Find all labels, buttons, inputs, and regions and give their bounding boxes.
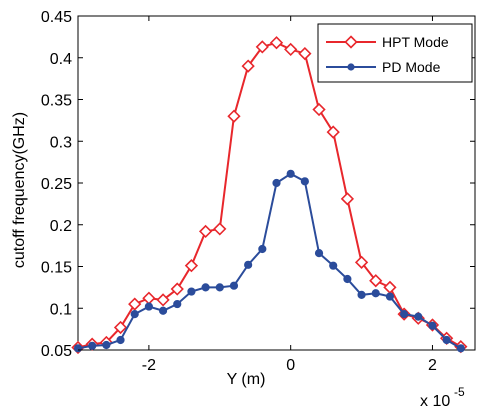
ticks-layer: 0.05 0.1 0.15 0.2 0.25 0.3 0.35 0.4 0.45 -2 0 2	[41, 9, 475, 374]
data-point	[187, 287, 196, 296]
data-point	[343, 274, 352, 284]
data-point	[229, 281, 239, 290]
y-tick-label: 0.45	[41, 9, 72, 26]
legend-item-hpt-mode: HPT Mode	[326, 34, 449, 50]
data-point	[144, 302, 153, 311]
legend: HPT Mode PD Mode	[317, 23, 473, 83]
data-point	[255, 40, 269, 54]
data-point	[357, 290, 366, 299]
data-point	[130, 309, 139, 319]
series-pd-mode	[73, 169, 465, 353]
legend-box	[317, 23, 473, 83]
x-axis-exponent-base: x 10	[420, 393, 450, 410]
data-point	[241, 59, 255, 73]
data-point	[116, 335, 125, 345]
data-point	[158, 306, 168, 315]
data-point	[201, 283, 210, 292]
y-tick-label: 0.3	[50, 134, 72, 151]
x-axis-exponent-power: -5	[454, 385, 465, 399]
data-point	[400, 309, 409, 319]
legend-item-pd-mode: PD Mode	[326, 59, 441, 75]
data-point	[173, 299, 182, 309]
data-point	[269, 36, 284, 50]
series-line	[77, 41, 462, 349]
series-line	[77, 172, 462, 350]
y-tick-label: 0.25	[41, 176, 72, 193]
data-point	[369, 274, 383, 288]
data-point	[385, 292, 395, 301]
data-point	[329, 261, 338, 270]
data-point	[215, 283, 224, 292]
data-point	[371, 289, 380, 298]
data-point	[354, 255, 369, 269]
data-point	[88, 341, 97, 350]
data-point	[258, 244, 267, 254]
data-point	[312, 102, 326, 117]
data-point	[428, 321, 437, 330]
y-tick-label: 0.4	[50, 51, 72, 68]
data-point	[156, 293, 170, 307]
data-point	[314, 249, 324, 258]
y-axis-label: cutoff frequency(GHz)	[11, 112, 28, 268]
data-point	[128, 297, 142, 311]
data-point	[286, 169, 295, 178]
data-point	[284, 42, 298, 57]
data-point	[414, 312, 423, 321]
legend-marker	[347, 63, 355, 71]
y-tick-label: 0.35	[41, 93, 72, 110]
legend-label: PD Mode	[382, 59, 441, 75]
data-point	[102, 340, 111, 350]
data-point	[442, 335, 451, 345]
y-tick-label: 0.1	[50, 301, 72, 318]
x-tick-label: 2	[428, 357, 437, 374]
data-point	[272, 178, 281, 188]
data-point	[300, 177, 309, 186]
y-tick-label: 0.15	[41, 260, 72, 277]
x-axis-exponent: x 10 -5	[420, 385, 465, 410]
legend-marker	[344, 35, 358, 49]
data-point	[227, 109, 241, 123]
y-tick-label: 0.2	[50, 218, 72, 235]
series-layer	[71, 36, 468, 355]
data-point	[456, 344, 465, 353]
data-point	[198, 224, 213, 239]
data-point	[170, 282, 184, 296]
data-point	[184, 259, 199, 273]
x-tick-label: -2	[142, 357, 156, 374]
data-point	[113, 320, 128, 335]
x-axis-label: Y (m)	[227, 371, 266, 388]
legend-label: HPT Mode	[382, 34, 449, 50]
x-tick-label: 0	[286, 357, 295, 374]
data-point	[326, 125, 340, 139]
data-point	[213, 222, 227, 236]
data-point	[244, 260, 253, 269]
data-point	[298, 46, 312, 61]
y-tick-label: 0.05	[41, 343, 72, 360]
data-point	[73, 344, 83, 353]
data-point	[340, 192, 355, 206]
